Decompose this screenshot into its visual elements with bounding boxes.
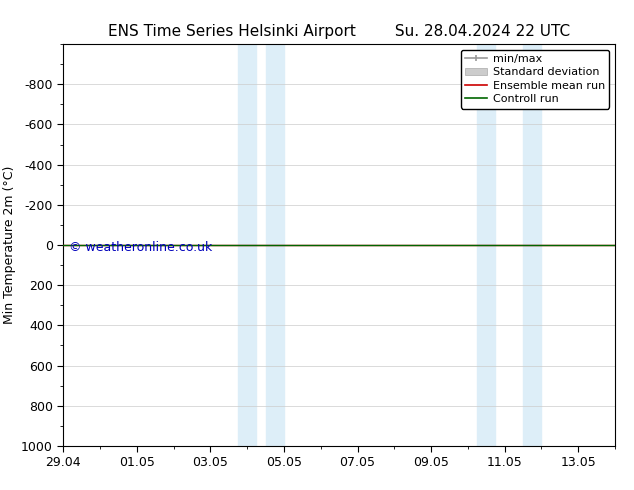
Y-axis label: Min Temperature 2m (°C): Min Temperature 2m (°C): [3, 166, 16, 324]
Bar: [266, 44, 284, 446]
Bar: [523, 44, 541, 446]
Title: ENS Time Series Helsinki Airport        Su. 28.04.2024 22 UTC: ENS Time Series Helsinki Airport Su. 28.…: [108, 24, 570, 39]
Bar: [477, 44, 496, 446]
Text: © weatheronline.co.uk: © weatheronline.co.uk: [69, 241, 212, 253]
Legend: min/max, Standard deviation, Ensemble mean run, Controll run: min/max, Standard deviation, Ensemble me…: [460, 49, 609, 109]
Bar: [238, 44, 256, 446]
